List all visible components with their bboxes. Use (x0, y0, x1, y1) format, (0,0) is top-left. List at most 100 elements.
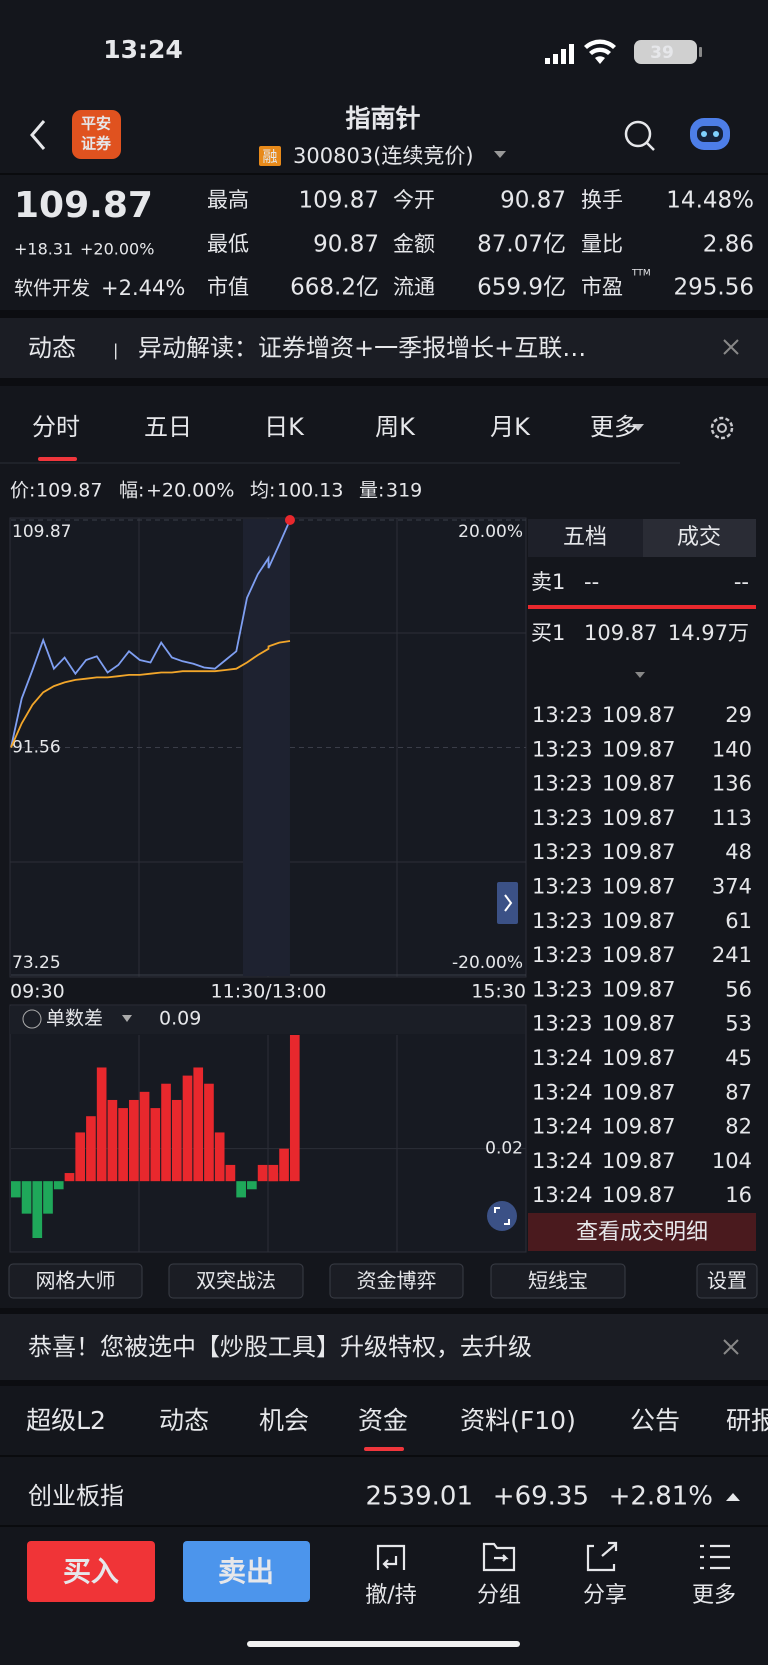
dropdown-arrow[interactable] (494, 151, 506, 158)
indicator-name: 单数差 (46, 1008, 103, 1030)
bottom-tab: 动态 (159, 1406, 209, 1435)
bar (86, 1116, 96, 1182)
bar (193, 1067, 204, 1182)
trade-volume: 140 (712, 737, 752, 761)
stock-name: 指南针 (345, 104, 420, 133)
info-icon[interactable] (22, 1009, 42, 1029)
trade-price: 109.87 (602, 1149, 675, 1173)
close-promo[interactable] (723, 1339, 739, 1355)
tool-label: 双突战法 (196, 1269, 276, 1293)
stat-label: 换手 (581, 188, 623, 212)
bar (289, 1035, 300, 1182)
search-icon[interactable] (624, 120, 652, 148)
bottom-tab: 超级L2 (26, 1406, 106, 1435)
trade-time: 13:23 (532, 772, 593, 796)
bottom-tab: 研报 (726, 1406, 768, 1435)
stat-label: 市值 (207, 275, 249, 299)
stat-value: 90.87 (500, 188, 566, 214)
indicator-dropdown[interactable] (122, 1015, 132, 1022)
info-avg-label: 均: (250, 480, 275, 502)
x-tick-label: 15:30 (471, 981, 526, 1003)
period-tab: 日K (264, 413, 305, 441)
trade-time: 13:23 (532, 840, 593, 864)
expand-button[interactable] (497, 882, 518, 924)
settings-icon-core (717, 423, 727, 433)
info-price-label: 价: (10, 480, 35, 502)
bar (236, 1181, 246, 1198)
bar (247, 1181, 257, 1190)
sector-name: 软件开发 (14, 278, 90, 300)
trade-time: 13:24 (532, 1149, 593, 1173)
stat-label: 市盈 (581, 275, 623, 299)
x-tick-label: 09:30 (10, 981, 65, 1003)
order-book-tab[interactable] (528, 519, 643, 557)
book-level: 买1 (531, 621, 565, 645)
more-arrow (632, 424, 644, 431)
trade-detail-button[interactable] (528, 1213, 756, 1251)
tool-button[interactable] (490, 1263, 626, 1299)
bar (11, 1181, 21, 1198)
period-tab: 分时 (32, 413, 80, 441)
stat-label: 金额 (393, 232, 435, 256)
sell-button[interactable] (183, 1541, 310, 1602)
trade-price: 109.87 (602, 1183, 675, 1207)
logo-text: 证券 (81, 135, 112, 153)
trade-volume: 61 (725, 909, 752, 933)
divider (0, 1380, 768, 1386)
tool-button[interactable] (329, 1263, 464, 1299)
trade-price: 109.87 (602, 703, 675, 727)
back-button[interactable] (30, 120, 46, 150)
trade-volume: 29 (725, 703, 752, 727)
bar (64, 1173, 75, 1182)
wifi-icon (584, 39, 616, 64)
expand-index[interactable] (726, 1493, 740, 1501)
trade-volume: 56 (725, 977, 752, 1001)
book-volume: -- (734, 570, 749, 594)
book-tab: 五档 (563, 525, 607, 550)
stat-value: 109.87 (299, 188, 379, 214)
trade-price: 109.87 (602, 977, 675, 1001)
period-tab: 月K (490, 413, 531, 441)
trade-price: 109.87 (602, 806, 675, 830)
trade-volume: 241 (712, 943, 752, 967)
logo-text: 平安 (81, 115, 111, 133)
bar (279, 1148, 289, 1182)
tool-button[interactable] (696, 1263, 758, 1299)
trade-time: 13:23 (532, 875, 593, 899)
tool-label: 设置 (707, 1269, 747, 1293)
promo-bar[interactable] (0, 1314, 768, 1380)
action-label: 分享 (583, 1583, 627, 1608)
action-label: 分组 (477, 1583, 521, 1608)
stat-value: 295.56 (674, 275, 754, 301)
last-price: 109.87 (14, 185, 153, 226)
info-vol-label: 量: (359, 480, 384, 502)
collapse-arrow[interactable] (635, 672, 645, 678)
trade-time: 13:23 (532, 909, 593, 933)
trade-price: 109.87 (602, 840, 675, 864)
buy-button[interactable] (27, 1541, 155, 1602)
trade-volume: 374 (712, 875, 752, 899)
tool-button[interactable] (168, 1263, 304, 1299)
trade-price: 109.87 (602, 909, 675, 933)
info-amp: +20.00% (146, 480, 234, 502)
spread-line (528, 605, 756, 609)
stat-value: 668.2亿 (290, 275, 379, 301)
bar (204, 1083, 214, 1182)
book-level: 卖1 (531, 570, 565, 594)
tool-button[interactable] (8, 1263, 143, 1299)
info-amp-label: 幅: (119, 480, 144, 502)
fullscreen-button[interactable] (487, 1201, 517, 1231)
book-price: 109.87 (584, 621, 657, 645)
trades-tab[interactable] (643, 519, 756, 557)
broker-logo (72, 110, 121, 159)
trade-time: 13:24 (532, 1115, 593, 1139)
trade-volume: 113 (712, 806, 752, 830)
close-news[interactable] (723, 339, 739, 355)
trade-time: 13:23 (532, 806, 593, 830)
settings-icon[interactable] (710, 416, 734, 440)
trade-price: 109.87 (602, 1080, 675, 1104)
fullscreen-icon (494, 1207, 510, 1225)
period-tab: 更多 (590, 413, 638, 441)
news-bar[interactable] (0, 318, 768, 378)
